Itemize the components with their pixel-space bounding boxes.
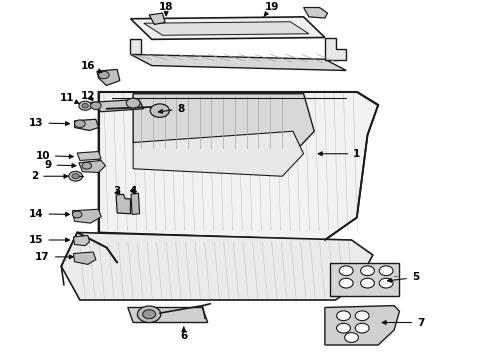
Polygon shape (130, 39, 141, 54)
Polygon shape (133, 131, 304, 176)
Circle shape (379, 278, 393, 288)
Polygon shape (325, 37, 346, 60)
Polygon shape (74, 252, 96, 264)
Text: 2: 2 (31, 171, 68, 181)
Text: 14: 14 (29, 209, 70, 219)
Text: 4: 4 (129, 186, 137, 196)
Text: 6: 6 (180, 327, 187, 341)
Text: 8: 8 (158, 104, 185, 114)
Text: 19: 19 (264, 2, 279, 17)
Polygon shape (74, 235, 90, 246)
Polygon shape (61, 233, 373, 300)
Circle shape (337, 323, 350, 333)
Polygon shape (330, 262, 399, 296)
Polygon shape (74, 119, 98, 131)
Circle shape (337, 311, 350, 321)
Circle shape (361, 266, 374, 276)
Circle shape (355, 311, 369, 321)
Polygon shape (304, 8, 327, 18)
Text: 12: 12 (81, 91, 95, 101)
Text: 7: 7 (382, 318, 424, 328)
Text: 9: 9 (45, 160, 76, 170)
Circle shape (98, 71, 109, 79)
Polygon shape (79, 161, 105, 172)
Circle shape (74, 120, 85, 127)
Polygon shape (133, 94, 314, 154)
Polygon shape (77, 152, 101, 161)
Polygon shape (116, 194, 130, 214)
Polygon shape (73, 209, 101, 223)
Polygon shape (98, 92, 378, 240)
Circle shape (69, 171, 82, 181)
Text: 3: 3 (114, 186, 121, 196)
Text: 13: 13 (29, 118, 70, 128)
Circle shape (150, 104, 170, 117)
Circle shape (72, 174, 79, 179)
Circle shape (137, 306, 161, 323)
Circle shape (82, 162, 92, 169)
Circle shape (355, 323, 369, 333)
Text: 5: 5 (388, 273, 419, 283)
Circle shape (339, 266, 353, 276)
Text: 11: 11 (59, 93, 79, 103)
Text: 17: 17 (35, 252, 73, 262)
Circle shape (379, 266, 393, 276)
Polygon shape (130, 17, 325, 39)
Polygon shape (144, 22, 309, 35)
Circle shape (126, 98, 140, 108)
Circle shape (91, 102, 101, 109)
Polygon shape (131, 193, 140, 215)
Circle shape (82, 104, 88, 108)
Polygon shape (128, 307, 208, 323)
Text: 10: 10 (35, 150, 73, 161)
Polygon shape (91, 99, 144, 112)
Circle shape (79, 101, 92, 110)
Text: 1: 1 (318, 149, 361, 159)
Circle shape (344, 333, 359, 342)
Text: 18: 18 (159, 2, 173, 15)
Circle shape (73, 211, 82, 218)
Circle shape (361, 278, 374, 288)
Polygon shape (149, 13, 165, 24)
Circle shape (143, 310, 155, 319)
Text: 15: 15 (29, 235, 70, 245)
Circle shape (339, 278, 353, 288)
Polygon shape (130, 54, 346, 71)
Text: 16: 16 (81, 60, 102, 72)
Polygon shape (325, 306, 399, 345)
Polygon shape (97, 69, 120, 86)
